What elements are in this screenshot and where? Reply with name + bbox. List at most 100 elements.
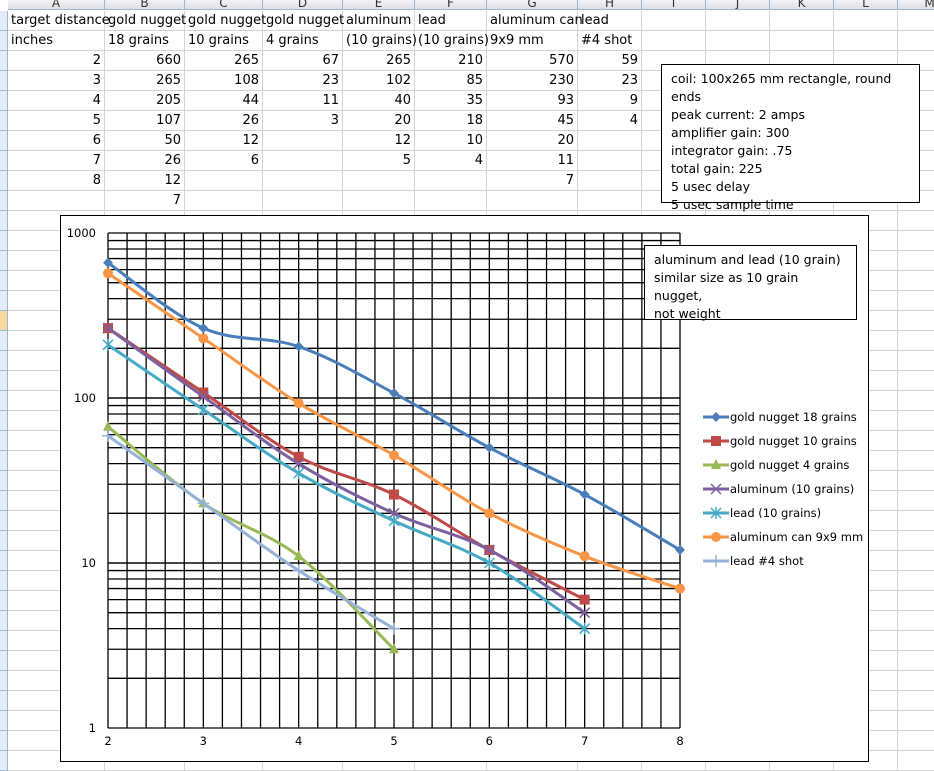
cell[interactable] xyxy=(898,551,934,571)
column-header-I[interactable]: I xyxy=(642,0,706,10)
cell[interactable]: 35 xyxy=(415,91,487,111)
legend-item[interactable]: gold nugget 18 grains xyxy=(703,409,857,425)
row-header[interactable] xyxy=(0,371,8,391)
row-header[interactable] xyxy=(0,671,8,691)
cell[interactable]: 85 xyxy=(415,71,487,91)
cell[interactable] xyxy=(487,191,578,211)
cell[interactable]: 45 xyxy=(487,111,578,131)
legend-item[interactable]: aluminum (10 grains) xyxy=(703,481,854,497)
legend-item[interactable]: lead (10 grains) xyxy=(703,505,821,521)
column-header-L[interactable]: L xyxy=(834,0,898,10)
cell[interactable] xyxy=(898,331,934,351)
cell[interactable] xyxy=(263,171,343,191)
cell[interactable]: 265 xyxy=(343,51,415,71)
legend-item[interactable]: lead #4 shot xyxy=(703,553,804,569)
cell[interactable]: 7 xyxy=(8,151,105,171)
row-header[interactable] xyxy=(0,211,8,231)
cell[interactable]: 12 xyxy=(105,171,185,191)
cell[interactable]: 8 xyxy=(8,171,105,191)
legend-item[interactable]: gold nugget 10 grains xyxy=(703,433,857,449)
column-header-D[interactable]: D xyxy=(263,0,343,10)
row-header[interactable] xyxy=(0,71,8,91)
cell[interactable]: gold nugget xyxy=(185,11,266,31)
cell[interactable] xyxy=(770,31,834,51)
row-header[interactable] xyxy=(0,131,8,151)
cell[interactable]: 6 xyxy=(8,131,105,151)
cell[interactable] xyxy=(898,671,934,691)
cell[interactable] xyxy=(263,151,343,171)
row-header[interactable] xyxy=(0,571,8,591)
cell[interactable]: gold nugget xyxy=(263,11,344,31)
cell[interactable] xyxy=(898,411,934,431)
column-header-J[interactable]: J xyxy=(706,0,770,10)
cell[interactable] xyxy=(898,431,934,451)
cell[interactable]: 20 xyxy=(487,131,578,151)
cell[interactable] xyxy=(898,731,934,751)
cell[interactable]: 210 xyxy=(415,51,487,71)
cell[interactable]: 10 xyxy=(415,131,487,151)
cell[interactable] xyxy=(578,191,642,211)
row-header[interactable] xyxy=(0,511,8,531)
cell[interactable]: 3 xyxy=(8,71,105,91)
cell[interactable] xyxy=(898,531,934,551)
cell[interactable]: 26 xyxy=(185,111,263,131)
cell[interactable] xyxy=(415,171,487,191)
cell[interactable] xyxy=(263,131,343,151)
cell[interactable]: 102 xyxy=(343,71,415,91)
cell[interactable] xyxy=(343,191,415,211)
cell[interactable]: 7 xyxy=(487,171,578,191)
cell[interactable] xyxy=(770,11,834,31)
cell[interactable]: 26 xyxy=(105,151,185,171)
cell[interactable]: 20 xyxy=(343,111,415,131)
row-header[interactable] xyxy=(0,51,8,71)
row-header[interactable] xyxy=(0,271,8,291)
row-header[interactable] xyxy=(0,691,8,711)
column-header-K[interactable]: K xyxy=(770,0,834,10)
row-header[interactable] xyxy=(0,411,8,431)
row-header[interactable] xyxy=(0,491,8,511)
cell[interactable] xyxy=(8,191,105,211)
cell[interactable] xyxy=(415,191,487,211)
cell[interactable] xyxy=(642,11,706,31)
cell[interactable] xyxy=(898,631,934,651)
cell[interactable]: (10 grains) xyxy=(343,31,417,51)
cell[interactable]: 23 xyxy=(263,71,343,91)
row-header[interactable] xyxy=(0,551,8,571)
cell[interactable]: aluminum can xyxy=(487,11,583,31)
cell[interactable] xyxy=(898,491,934,511)
column-header-H[interactable]: H xyxy=(578,0,642,10)
row-header[interactable] xyxy=(0,291,8,311)
cell[interactable] xyxy=(898,591,934,611)
note-text-box[interactable]: aluminum and lead (10 grain) similar siz… xyxy=(644,245,857,321)
cell[interactable] xyxy=(898,191,934,211)
cell[interactable] xyxy=(898,611,934,631)
cell[interactable]: 59 xyxy=(578,51,642,71)
cell[interactable] xyxy=(898,511,934,531)
cell[interactable] xyxy=(642,31,706,51)
legend-item[interactable]: aluminum can 9x9 mm xyxy=(703,529,863,545)
row-header[interactable] xyxy=(0,251,8,271)
cell[interactable]: 4 xyxy=(415,151,487,171)
cell[interactable]: 230 xyxy=(487,71,578,91)
cell[interactable] xyxy=(898,251,934,271)
row-header[interactable] xyxy=(0,191,8,211)
cell[interactable]: 50 xyxy=(105,131,185,151)
cell[interactable]: 7 xyxy=(105,191,185,211)
cell[interactable] xyxy=(578,131,642,151)
row-header[interactable] xyxy=(0,751,8,771)
cell[interactable] xyxy=(898,231,934,251)
cell[interactable]: 5 xyxy=(8,111,105,131)
cell[interactable]: 12 xyxy=(185,131,263,151)
row-header[interactable] xyxy=(0,31,8,51)
cell[interactable]: 9 xyxy=(578,91,642,111)
row-header[interactable] xyxy=(0,111,8,131)
column-header-B[interactable]: B xyxy=(105,0,185,10)
cell[interactable]: (10 grains) xyxy=(415,31,489,51)
cell[interactable]: 4 xyxy=(8,91,105,111)
cell[interactable]: target distance xyxy=(8,11,110,31)
cell[interactable] xyxy=(898,371,934,391)
cell[interactable]: 12 xyxy=(343,131,415,151)
cell[interactable]: 10 grains xyxy=(185,31,263,51)
cell[interactable]: 4 grains xyxy=(263,31,343,51)
legend-item[interactable]: gold nugget 4 grains xyxy=(703,457,849,473)
